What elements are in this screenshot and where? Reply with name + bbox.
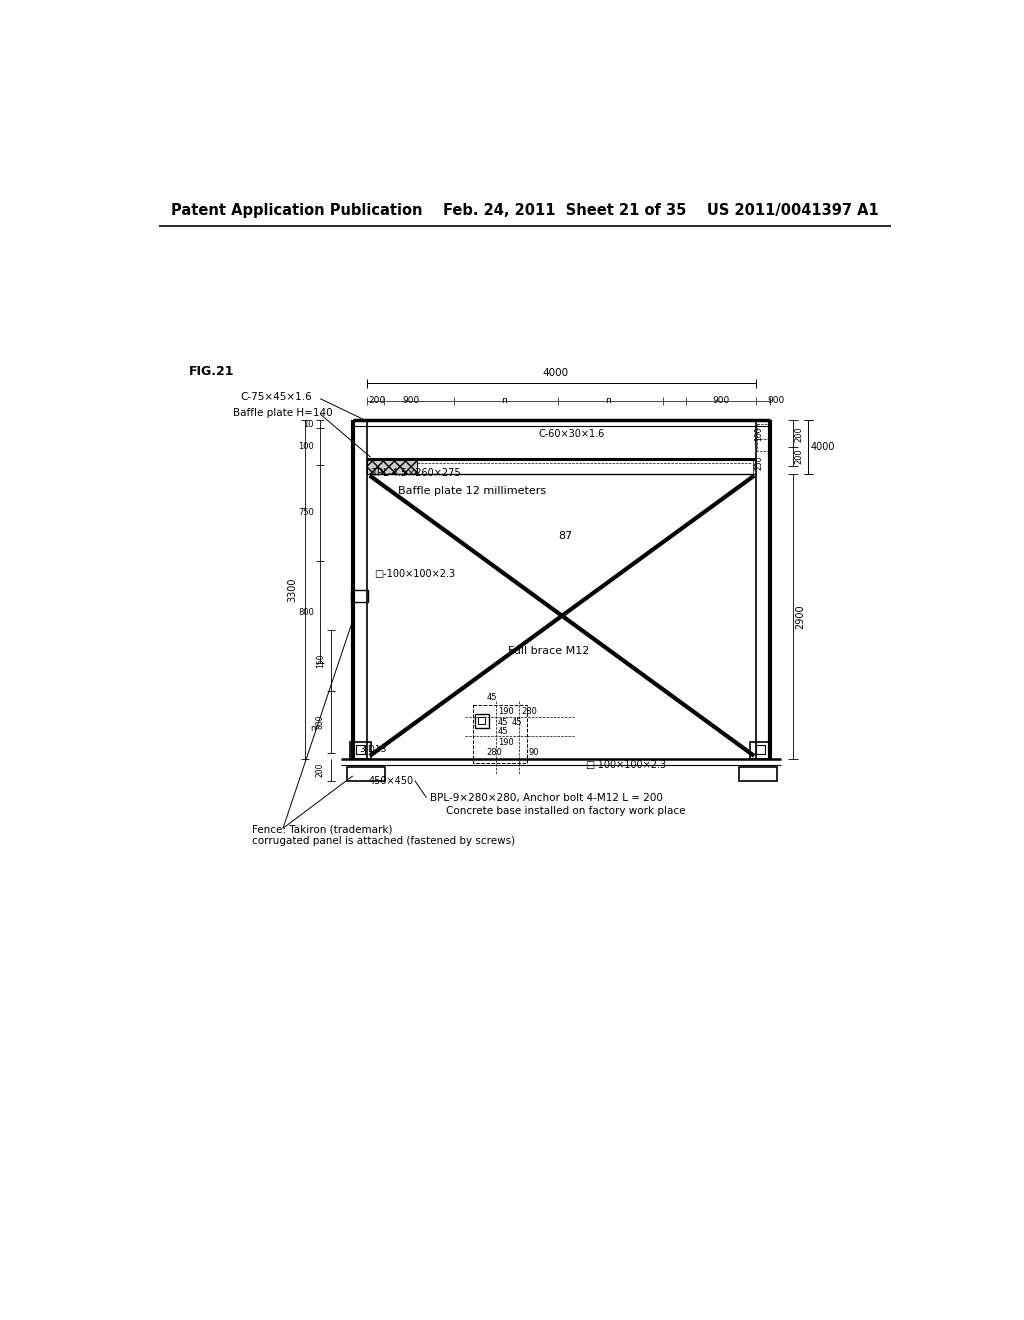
Text: 45: 45 [498,727,508,735]
Text: 190: 190 [498,706,513,715]
Bar [475,714,489,729]
Bar [346,767,385,780]
Text: 250: 250 [755,455,763,470]
Text: 45: 45 [512,718,522,726]
Text: 900: 900 [713,396,729,405]
Text: 280: 280 [486,748,503,758]
Text: □-100×100×2.3: □-100×100×2.3 [586,760,667,770]
Text: Fence: Takiron (trademark): Fence: Takiron (trademark) [252,825,392,834]
Text: n: n [501,396,507,405]
Text: □-100×100×2.3: □-100×100×2.3 [375,569,456,579]
Text: 200: 200 [795,426,804,442]
Text: 280: 280 [521,706,537,715]
Text: 90: 90 [528,748,540,758]
Bar [367,459,417,474]
Text: 200: 200 [315,763,325,777]
Bar [349,742,372,759]
Bar [351,590,369,602]
Bar [750,742,771,759]
Text: TPL-4.5×260×275: TPL-4.5×260×275 [371,467,460,478]
Text: 2900: 2900 [796,605,805,628]
Text: n: n [310,723,315,733]
Bar [738,767,777,780]
Text: 3300: 3300 [287,577,297,602]
Text: 900: 900 [402,396,420,405]
Text: 45: 45 [487,693,498,702]
Text: Full brace M12: Full brace M12 [508,647,589,656]
Text: n: n [605,396,611,405]
Text: 100: 100 [298,442,314,451]
Bar [473,705,527,763]
Text: C-60×30×1.6: C-60×30×1.6 [539,429,605,440]
Bar [477,717,485,725]
Text: 100: 100 [755,426,763,441]
Text: FIG.21: FIG.21 [188,364,233,378]
Text: 800: 800 [315,715,325,729]
Text: 150: 150 [315,653,325,668]
Text: Concrete base installed on factory work place: Concrete base installed on factory work … [445,807,685,816]
Text: 4000: 4000 [811,442,836,453]
Text: 87: 87 [558,531,572,541]
Text: 200: 200 [369,396,385,405]
Text: 10: 10 [303,420,314,429]
Text: BPL-9×280×280, Anchor bolt 4-M12 L = 200: BPL-9×280×280, Anchor bolt 4-M12 L = 200 [430,792,664,803]
Text: 190: 190 [498,738,513,747]
Bar [758,424,768,451]
Text: 450×450: 450×450 [369,776,414,785]
Text: 4000: 4000 [543,368,569,378]
Text: 200: 200 [795,449,804,465]
Text: Baffle plate 12 millimeters: Baffle plate 12 millimeters [397,486,546,496]
Text: Patent Application Publication    Feb. 24, 2011  Sheet 21 of 35    US 2011/00413: Patent Application Publication Feb. 24, … [171,203,879,218]
Text: 3-D13: 3-D13 [359,746,386,754]
Text: 750: 750 [298,508,314,517]
Text: C-75×45×1.6: C-75×45×1.6 [241,392,312,403]
Bar [356,744,366,755]
Text: 900: 900 [767,396,784,405]
Text: Baffle plate H=140: Baffle plate H=140 [232,408,332,417]
Text: 800: 800 [298,609,314,618]
Bar [756,744,765,755]
Bar [417,459,756,474]
Text: corrugated panel is attached (fastened by screws): corrugated panel is attached (fastened b… [252,837,515,846]
Text: 45: 45 [498,718,508,726]
